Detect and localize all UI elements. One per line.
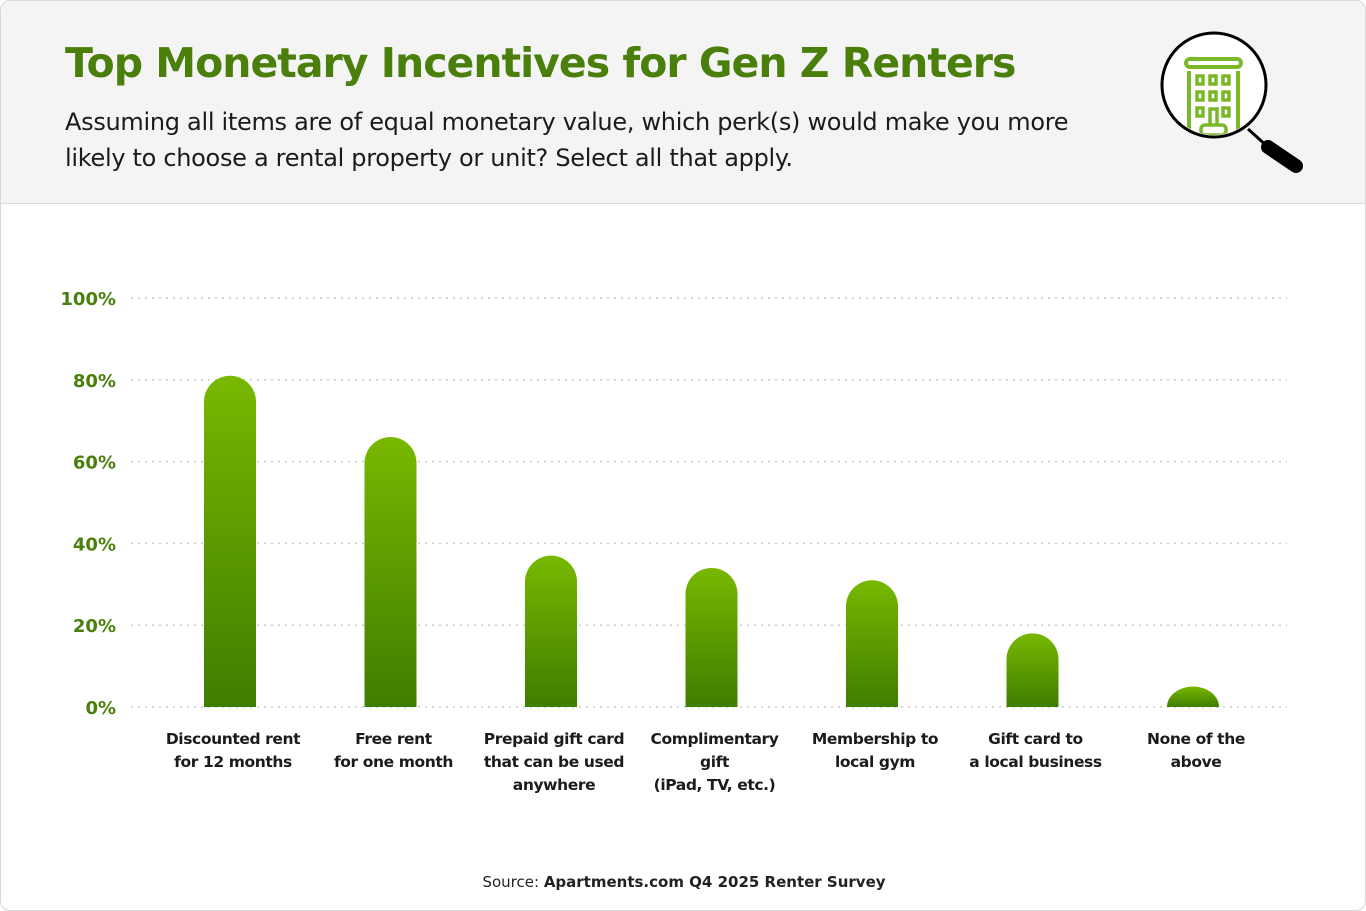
bar <box>525 555 577 707</box>
y-tick-label: 40% <box>73 534 116 555</box>
bar <box>846 580 898 707</box>
x-tick-label: a local business <box>969 753 1102 771</box>
x-tick-label: Complimentary <box>650 730 778 748</box>
bar <box>204 375 256 707</box>
header: Top Monetary Incentives for Gen Z Renter… <box>1 1 1365 204</box>
bar <box>685 567 738 707</box>
y-tick-label: 20% <box>73 616 116 637</box>
page-title: Top Monetary Incentives for Gen Z Renter… <box>65 39 1016 87</box>
bar <box>364 437 417 707</box>
x-tick-label: Gift card to <box>988 730 1083 748</box>
x-tick-label: Membership to <box>812 730 938 748</box>
x-tick-label: above <box>1171 753 1222 771</box>
y-tick-label: 60% <box>73 453 116 474</box>
x-tick-label: for one month <box>334 753 453 771</box>
x-tick-label: Prepaid gift card <box>484 730 624 748</box>
bar <box>1167 686 1219 707</box>
bar-chart: 0% 20% 40% 60% 80% 100% Discounted rent for 12 … <box>60 289 1287 794</box>
x-tick-label: local gym <box>835 753 915 771</box>
x-tick-label: gift <box>700 753 730 771</box>
building-magnifier-icon <box>1160 31 1303 173</box>
x-tick-label: for 12 months <box>174 753 292 771</box>
y-tick-label: 100% <box>60 289 116 310</box>
source-note: Source: Apartments.com Q4 2025 Renter Su… <box>1 873 1365 891</box>
y-tick-label: 0% <box>85 698 116 719</box>
source-label: Source: <box>482 873 540 891</box>
x-tick-label: that can be used <box>484 753 624 771</box>
x-tick-label: Free rent <box>355 730 433 748</box>
x-tick-label: anywhere <box>513 776 595 794</box>
x-tick-label: Discounted rent <box>166 730 301 748</box>
source-text: Apartments.com Q4 2025 Renter Survey <box>543 873 886 891</box>
bar <box>1006 633 1059 707</box>
x-tick-label: None of the <box>1147 730 1245 748</box>
y-tick-label: 80% <box>73 371 116 392</box>
page-subtitle: Assuming all items are of equal monetary… <box>65 108 1069 172</box>
x-tick-label: (iPad, TV, etc.) <box>654 776 776 794</box>
